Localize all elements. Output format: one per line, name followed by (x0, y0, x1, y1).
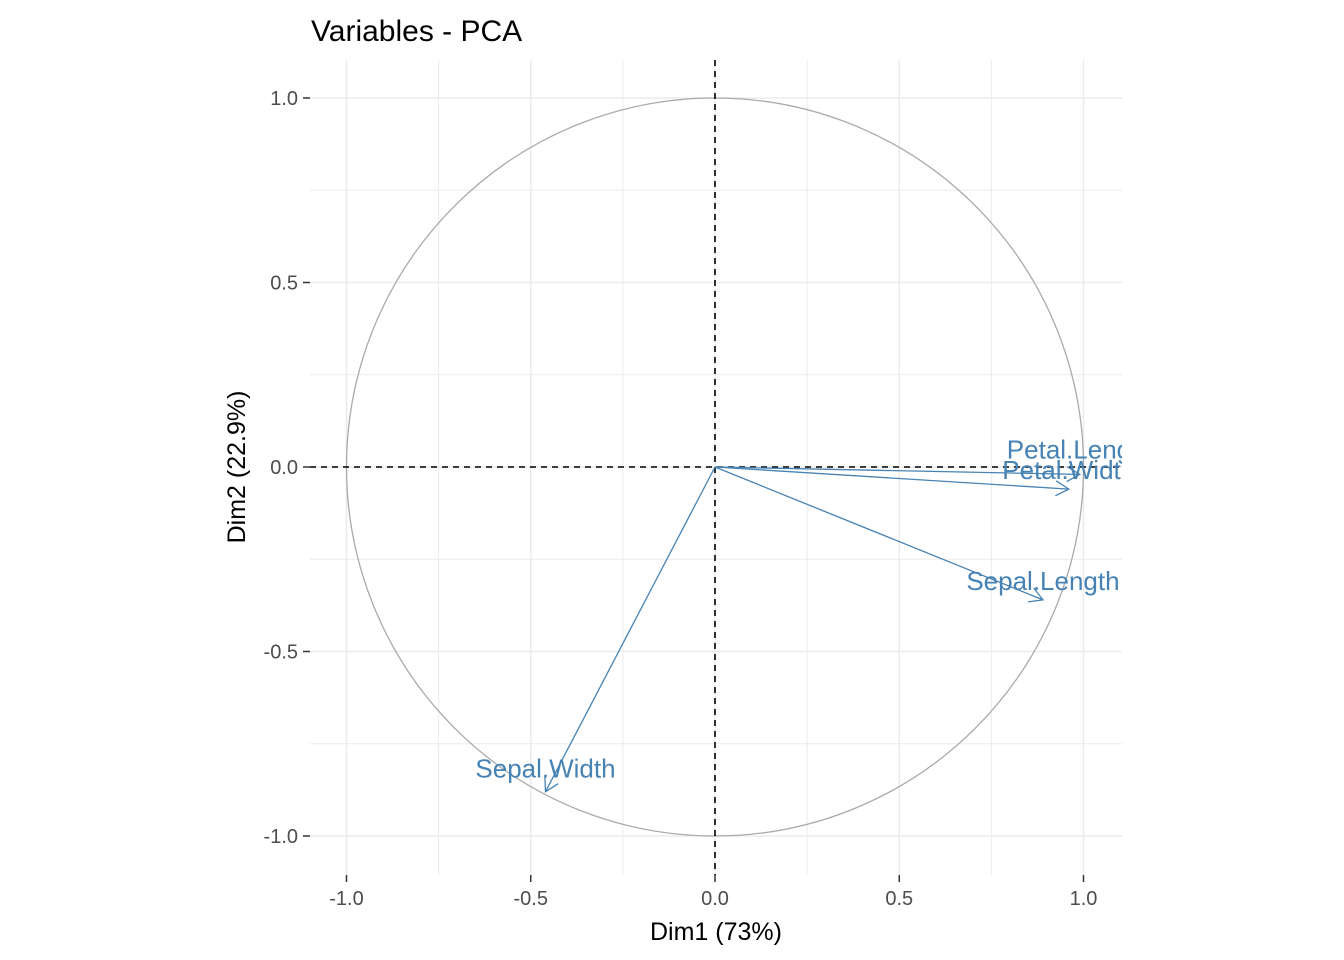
variable-arrow (544, 466, 716, 793)
variable-arrowhead (1028, 587, 1045, 603)
variable-arrowhead (1055, 480, 1071, 497)
variable-arrow (714, 466, 1069, 490)
x-tick-label: 0.0 (701, 888, 729, 910)
x-tick-label: 1.0 (1070, 888, 1098, 910)
variable-label: Petal.Length (1007, 434, 1153, 464)
x-axis-ticks: -1.0 -0.5 0.0 0.5 1.0 (329, 875, 1097, 910)
y-axis-title: Dim2 (22.9%) (223, 391, 251, 544)
variable-arrowhead (1066, 466, 1082, 483)
y-axis-ticks: 1.0 0.5 0.0 -0.5 -1.0 (264, 88, 310, 848)
y-tick-label: 0.0 (270, 457, 298, 479)
y-tick-label: -0.5 (264, 642, 298, 664)
variable-arrow (714, 466, 1080, 476)
variable-arrow (714, 466, 1044, 601)
y-tick-label: 1.0 (270, 88, 298, 110)
variable-arrows (544, 466, 1082, 793)
x-tick-label: -0.5 (514, 888, 548, 910)
y-tick-label: -1.0 (264, 826, 298, 848)
variable-labels: Sepal.Length Sepal.Width Petal.LengthPetal… (475, 434, 1153, 784)
variable-label: Sepal.Length (966, 566, 1119, 596)
x-axis-title: Dim1 (73%) (650, 918, 782, 946)
variable-label: Sepal.Width (475, 754, 615, 784)
variable-arrowhead (544, 776, 559, 793)
x-tick-label: -1.0 (329, 888, 363, 910)
chart-title: Variables - PCA (311, 15, 522, 48)
x-tick-label: 0.5 (885, 888, 913, 910)
variable-label: Petal.Width (1002, 455, 1135, 485)
y-tick-label: 0.5 (270, 273, 298, 295)
